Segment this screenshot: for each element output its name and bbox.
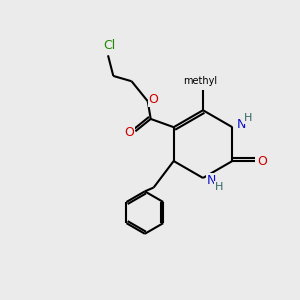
Text: methyl: methyl (184, 76, 218, 86)
Text: O: O (149, 93, 159, 106)
Text: Cl: Cl (103, 38, 116, 52)
Text: H: H (244, 113, 253, 123)
Text: O: O (257, 154, 267, 167)
Text: O: O (124, 126, 134, 139)
Text: N: N (207, 174, 217, 188)
Text: N: N (236, 118, 246, 131)
Text: H: H (215, 182, 224, 192)
